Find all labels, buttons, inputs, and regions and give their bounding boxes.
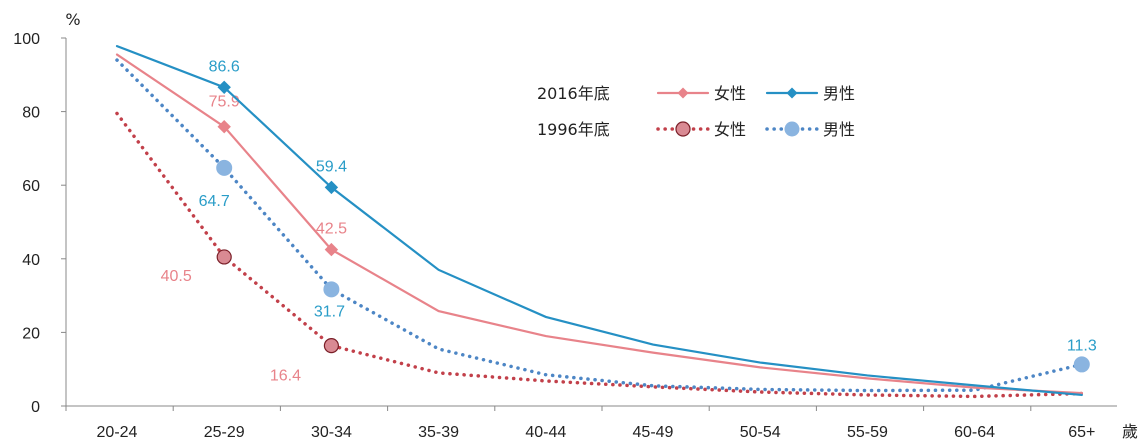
series-line [115,44,1083,397]
legend-label-1996-male: 男性 [823,120,855,139]
data-point-marker [216,249,232,265]
legend-swatch-marker [784,121,800,137]
y-tick-label: 20 [22,325,40,342]
series-line [115,58,1084,393]
data-label: 42.5 [316,221,347,238]
data-point-marker [324,180,339,195]
x-tick-label: 20-24 [97,424,138,441]
y-axis-unit: % [65,10,80,29]
legend-label-1996-female: 女性 [714,120,746,139]
series-2016-female: 75.9 42.5 [115,53,1083,395]
x-tick-label: 35-39 [418,424,459,441]
x-tick-label: 30-34 [311,424,352,441]
series-line [115,53,1083,395]
x-tick-label: 25-29 [204,424,245,441]
y-tick-label: 0 [31,399,40,416]
series-line [115,111,1084,399]
data-label: 31.7 [314,303,345,320]
data-label: 59.4 [316,158,347,175]
legend-swatch-marker [677,87,689,99]
data-point-marker [1073,356,1090,373]
axes [65,38,1117,407]
legend-label-2016-male: 男性 [823,84,855,103]
data-label: 16.4 [270,368,301,385]
data-label: 86.6 [209,58,240,75]
data-point-marker [323,281,340,298]
data-point-marker [217,119,231,134]
data-point-marker [217,80,231,95]
y-tick-label: 40 [22,252,40,269]
legend-swatch-marker [786,87,798,99]
data-label: 11.3 [1067,337,1097,354]
legend-swatch-marker [675,121,691,137]
data-label: 40.5 [161,268,192,285]
x-tick-label: 45-49 [633,424,674,441]
y-tick-label: 80 [22,105,40,122]
x-tick-label: 65+ [1068,424,1095,441]
y-tick-label: 100 [13,31,40,48]
data-point-marker [324,242,339,257]
series-2016-male: 86.6 59.4 [115,44,1083,397]
series-1996-female: 40.5 16.4 [115,111,1084,399]
data-label: 64.7 [199,193,230,210]
y-ticks: 0 20 40 60 80 100 [13,31,66,416]
legend-year-2016: 2016年底 [537,84,610,103]
x-tick-label: 40-44 [525,424,566,441]
series-layer: 40.5 16.4 64.7 31.7 11.3 75.9 42.5 86.6 59.4 [115,44,1097,399]
x-axis-unit: 歲 [1122,422,1138,441]
legend-label-2016-female: 女性 [714,84,746,103]
x-tick-label: 50-54 [740,424,781,441]
data-point-marker [216,159,233,176]
legend-year-1996: 1996年底 [537,120,610,139]
x-tick-label: 60-64 [954,424,995,441]
series-1996-male: 64.7 31.7 11.3 [115,58,1097,393]
x-ticks: 20-24 25-29 30-34 35-39 40-44 45-49 50-54 55-59… [65,406,1095,441]
y-tick-label: 60 [22,178,40,195]
legend: 2016年底 女性 男性 1996年底 女性 男性 [537,84,855,139]
x-tick-label: 55-59 [847,424,888,441]
data-label: 75.9 [209,94,240,111]
data-point-marker [323,338,339,354]
